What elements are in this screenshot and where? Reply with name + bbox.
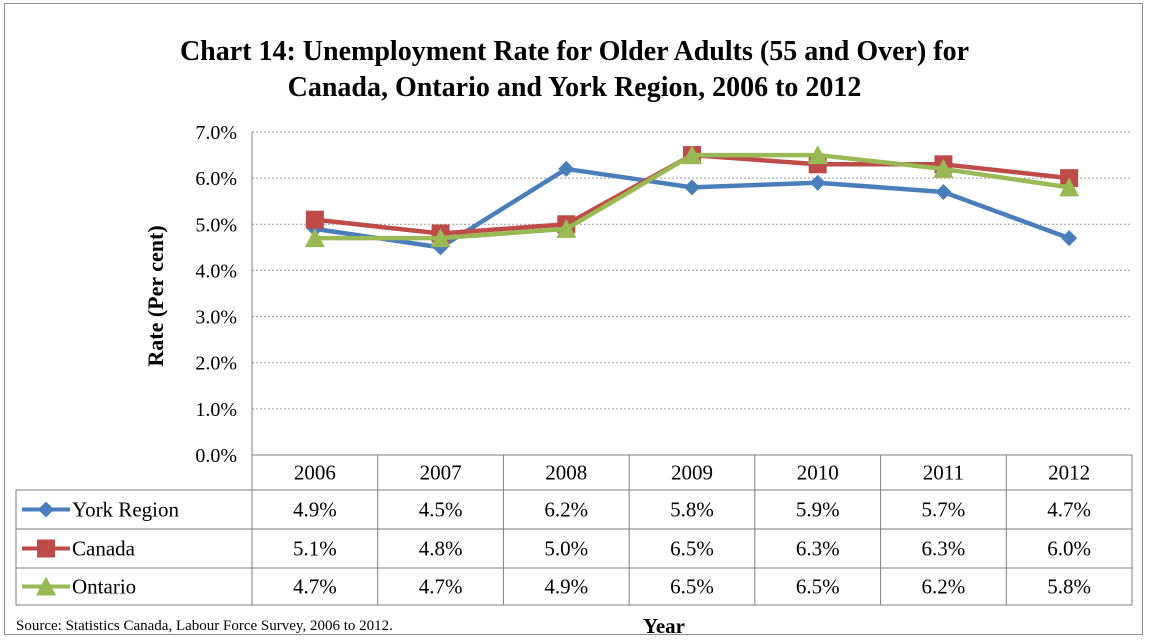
data-table-cell: 4.7%	[419, 575, 463, 599]
data-table-cell: 6.5%	[670, 537, 714, 561]
data-point	[684, 179, 700, 196]
x-tick-label: 2012	[1048, 461, 1090, 485]
legend-marker	[37, 539, 55, 558]
data-table-cell: 4.7%	[1047, 498, 1091, 522]
x-tick-label: 2010	[797, 461, 839, 485]
legend-label: York Region	[72, 498, 179, 522]
legend-marker	[36, 576, 56, 596]
y-tick-label: 2.0%	[195, 353, 237, 375]
x-tick-label: 2009	[671, 461, 713, 485]
x-axis-label: Year	[643, 614, 685, 638]
data-point	[807, 145, 828, 165]
legend-marker	[38, 501, 54, 518]
legend-label: Canada	[72, 537, 136, 561]
data-table-cell: 4.9%	[544, 575, 588, 599]
data-point	[430, 228, 451, 248]
data-table-cell: 5.8%	[670, 498, 714, 522]
chart-frame	[4, 3, 1143, 635]
y-tick-label: 4.0%	[195, 260, 237, 282]
y-tick-label: 6.0%	[195, 168, 237, 190]
y-tick-label: 7.0%	[195, 122, 237, 144]
data-point	[556, 218, 577, 238]
data-table-cell: 5.7%	[922, 498, 966, 522]
y-tick-label: 0.0%	[195, 445, 237, 467]
data-point	[935, 183, 952, 200]
data-table-cell: 6.0%	[1047, 537, 1091, 561]
data-table-cell: 5.1%	[293, 537, 337, 561]
data-table-cell: 6.2%	[544, 498, 588, 522]
y-tick-label: 1.0%	[195, 399, 237, 421]
data-point	[1061, 230, 1078, 247]
y-tick-label: 5.0%	[195, 214, 237, 236]
data-table-cell: 6.3%	[796, 537, 840, 561]
x-tick-label: 2006	[294, 461, 336, 485]
data-point	[1059, 177, 1080, 197]
x-tick-label: 2007	[420, 461, 462, 485]
source-note: Source: Statistics Canada, Labour Force …	[16, 618, 393, 634]
data-table-cell: 4.7%	[293, 575, 337, 599]
data-table-cell: 6.3%	[922, 537, 966, 561]
data-point	[933, 158, 954, 178]
chart-title: Chart 14: Unemployment Rate for Older Ad…	[0, 34, 1149, 106]
legend-label: Ontario	[72, 575, 136, 599]
chart-title-line-2: Canada, Ontario and York Region, 2006 to…	[287, 72, 862, 103]
x-tick-label: 2008	[545, 461, 587, 485]
data-table-cell: 6.5%	[670, 575, 714, 599]
data-table-cell: 5.9%	[796, 498, 840, 522]
data-point	[305, 210, 324, 229]
data-table-cell: 4.5%	[419, 498, 463, 522]
chart-title-line-1: Chart 14: Unemployment Rate for Older Ad…	[179, 36, 970, 67]
x-tick-label: 2011	[923, 461, 964, 485]
data-point	[809, 174, 826, 191]
data-table-cell: 6.5%	[796, 575, 840, 599]
data-table-cell: 4.9%	[293, 498, 337, 522]
data-table-cell: 6.2%	[922, 575, 966, 599]
data-table-cell: 4.8%	[419, 537, 463, 561]
data-point	[304, 228, 325, 248]
data-point	[558, 160, 575, 177]
data-table-cell: 5.0%	[544, 537, 588, 561]
y-tick-label: 3.0%	[195, 307, 237, 329]
data-point	[682, 145, 702, 165]
data-table-cell: 5.8%	[1047, 575, 1091, 599]
